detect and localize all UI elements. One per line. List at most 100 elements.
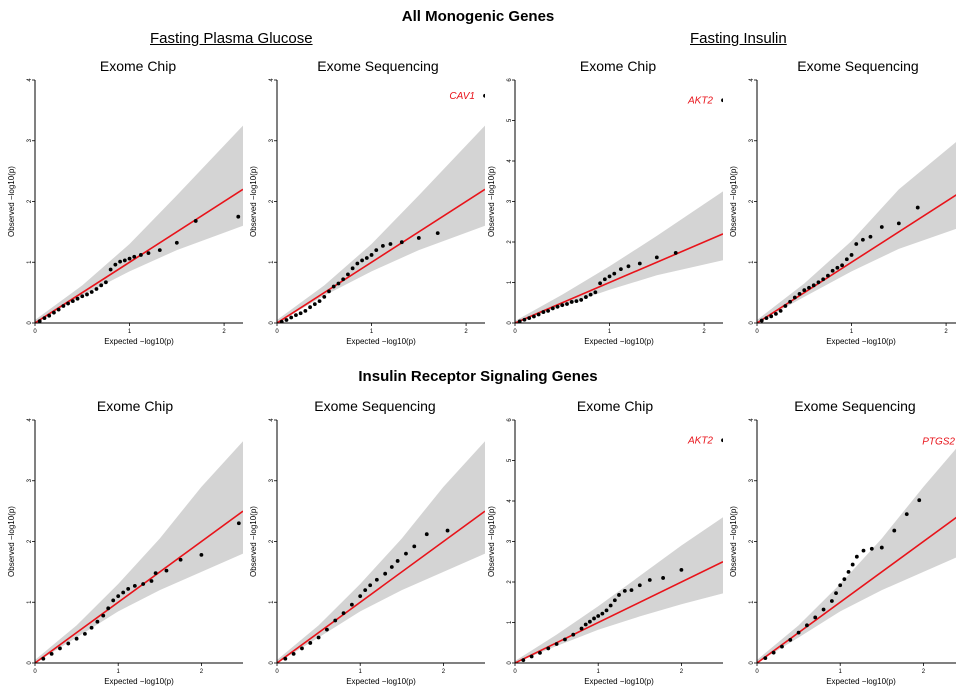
plot-area [757, 448, 956, 663]
y-tick-label: 4 [27, 418, 33, 422]
data-point [42, 316, 47, 321]
y-tick-label: 4 [269, 418, 275, 422]
qq-plot-ir-fi-exome-sequencing: 0 1 2 3 4 0 1 2 Expected −log10(p) Observed −log1… [729, 418, 956, 686]
data-point [122, 258, 127, 263]
plot-area [515, 98, 723, 323]
data-point [532, 314, 536, 319]
data-point [821, 277, 826, 282]
y-tick-label: 4 [269, 78, 275, 82]
x-axis-label: Expected −log10(p) [346, 337, 416, 346]
data-point [236, 214, 241, 219]
data-point [99, 283, 104, 288]
x-tick-label: 1 [839, 669, 843, 675]
y-tick-label: 1 [507, 280, 513, 284]
data-point [331, 284, 336, 289]
x-tick-label: 0 [755, 329, 759, 335]
y-tick-label: 0 [27, 321, 33, 325]
data-point [399, 240, 404, 245]
gene-annotation: AKT2 [687, 435, 713, 446]
data-point [834, 591, 838, 596]
data-point [149, 579, 154, 583]
y-axis-label: Observed −log10(p) [729, 166, 738, 237]
gene-annotation: PTGS2 [922, 436, 955, 447]
data-point [629, 588, 634, 592]
x-tick-label: 1 [359, 669, 363, 675]
data-point [89, 625, 94, 630]
y-tick-label: 0 [269, 321, 275, 325]
confidence-band [35, 441, 243, 663]
qq-plot-ir-fpg-exome-sequencing: 0 1 2 3 4 0 1 2 Expected −log10(p) Observed −log1… [249, 418, 485, 686]
data-point [854, 554, 859, 559]
y-axis-label: Observed −log10(p) [487, 506, 496, 577]
confidence-band [277, 441, 485, 663]
qq-plot-ir-fpg-exome-chip: 0 1 2 3 4 0 1 2 Expected −log10(p) Observed −log1… [7, 418, 243, 686]
data-point [788, 638, 793, 642]
data-point [774, 311, 778, 316]
y-tick-label: 0 [507, 661, 513, 665]
data-point [673, 251, 678, 255]
data-point [312, 302, 317, 307]
y-tick-label: 1 [27, 260, 33, 264]
data-point [236, 521, 241, 526]
x-axis-label: Expected −log10(p) [104, 677, 174, 686]
panel-title: Exome Chip [96, 398, 174, 414]
data-point [861, 548, 866, 553]
data-point [771, 650, 776, 655]
data-point [412, 544, 417, 549]
data-point [74, 636, 79, 641]
data-point [811, 283, 816, 288]
y-tick-label: 4 [749, 418, 755, 422]
y-tick-label: 3 [27, 138, 33, 142]
y-tick-label: 1 [269, 260, 275, 264]
data-point [521, 658, 526, 663]
y-tick-label: 1 [269, 600, 275, 604]
data-point [56, 307, 61, 312]
data-point [199, 552, 204, 557]
data-point [317, 299, 322, 304]
y-tick-label: 6 [507, 78, 513, 82]
x-axis-label: Expected −log10(p) [826, 337, 896, 346]
data-point [388, 242, 393, 246]
data-point [596, 614, 601, 618]
data-point [618, 267, 623, 272]
qq-plot-ir-fi-exome-chip: 0 1 2 3 4 5 6 0 1 2 Expected −log10(p) Observed −lo… [487, 418, 723, 686]
y-tick-label: 4 [507, 499, 513, 503]
plot-area [515, 438, 723, 663]
data-point [303, 308, 308, 313]
data-point [350, 266, 355, 271]
data-point [383, 571, 388, 576]
data-point [637, 583, 642, 588]
y-tick-label: 4 [507, 159, 513, 163]
data-point [58, 646, 62, 651]
data-point [612, 598, 617, 603]
data-point [308, 305, 312, 310]
data-point [904, 512, 909, 517]
data-point [193, 219, 198, 223]
data-point [579, 298, 584, 302]
data-point [52, 310, 56, 315]
expected-line [515, 561, 723, 663]
data-point [813, 615, 818, 620]
data-point [374, 577, 379, 582]
data-point [647, 578, 652, 582]
data-point [284, 318, 289, 322]
qq-plot-fi-exome-chip: 0 1 2 3 4 5 6 0 1 2 Expected −log10(p) Observed −lo… [487, 78, 723, 346]
data-point [178, 557, 183, 562]
data-point [416, 236, 421, 240]
data-point [118, 259, 122, 264]
data-point [821, 607, 826, 612]
data-point [138, 253, 143, 257]
data-point [816, 280, 821, 285]
confidence-band [515, 517, 723, 663]
data-point [626, 264, 631, 269]
data-point [679, 567, 684, 572]
data-point [869, 546, 874, 551]
y-axis-label: Observed −log10(p) [729, 506, 738, 577]
data-point [316, 635, 321, 640]
data-point [604, 608, 609, 613]
group-title-fasting-insulin: Fasting Insulin [690, 30, 787, 47]
expected-line [277, 510, 485, 663]
data-point [283, 656, 288, 661]
y-tick-label: 0 [749, 321, 755, 325]
y-tick-label: 3 [749, 478, 755, 482]
